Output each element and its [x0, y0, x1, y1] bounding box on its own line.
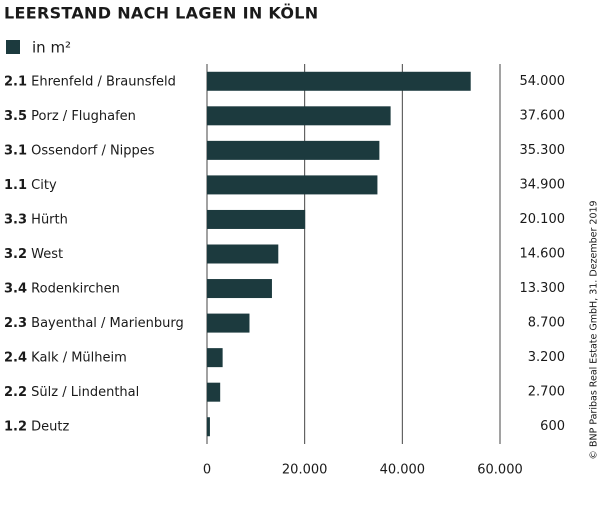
- value-label: 35.300: [520, 143, 566, 158]
- category-code: 3.5: [4, 108, 27, 123]
- category-name: Rodenkirchen: [31, 281, 120, 296]
- category-name: Hürth: [31, 212, 68, 227]
- value-label: 54.000: [520, 74, 566, 89]
- category-name: West: [31, 247, 63, 262]
- bar: [207, 382, 221, 402]
- y-tick-label: 3.4 Rodenkirchen: [4, 281, 120, 296]
- value-label: 13.300: [520, 281, 566, 296]
- value-label: 8.700: [528, 316, 565, 331]
- y-tick-label: 1.1 City: [4, 177, 57, 192]
- y-tick-label: 2.1 Ehrenfeld / Braunsfeld: [4, 74, 176, 89]
- category-code: 1.2: [4, 419, 27, 434]
- category-name: City: [31, 177, 57, 192]
- category-name: Ossendorf / Nippes: [31, 143, 155, 158]
- category-name: Bayenthal / Marienburg: [31, 316, 184, 331]
- y-tick-label: 3.2 West: [4, 247, 63, 262]
- category-code: 3.2: [4, 247, 27, 262]
- bar: [207, 140, 380, 160]
- x-tick-label: 20.000: [282, 463, 328, 478]
- category-name: Sülz / Lindenthal: [31, 385, 139, 400]
- legend-label: in m²: [32, 39, 71, 57]
- bar: [207, 175, 378, 195]
- category-name: Deutz: [31, 419, 69, 434]
- value-label: 34.900: [520, 177, 566, 192]
- value-label: 600: [540, 419, 565, 434]
- bar: [207, 279, 272, 299]
- category-code: 2.3: [4, 316, 27, 331]
- category-code: 3.1: [4, 143, 27, 158]
- value-label: 20.100: [520, 212, 566, 227]
- x-tick-label: 0: [203, 463, 211, 478]
- y-tick-label: 1.2 Deutz: [4, 419, 70, 434]
- x-tick-label: 40.000: [380, 463, 426, 478]
- value-label: 37.600: [520, 108, 566, 123]
- category-name: Ehrenfeld / Braunsfeld: [31, 74, 176, 89]
- y-tick-label: 2.4 Kalk / Mülheim: [4, 350, 127, 365]
- category-code: 2.1: [4, 74, 27, 89]
- category-name: Porz / Flughafen: [31, 108, 136, 123]
- x-tick-label: 60.000: [477, 463, 523, 478]
- category-code: 2.2: [4, 385, 27, 400]
- bar: [207, 348, 223, 368]
- bar: [207, 244, 279, 264]
- value-label: 14.600: [520, 247, 566, 262]
- bar: [207, 106, 391, 126]
- category-code: 3.4: [4, 281, 27, 296]
- value-label: 2.700: [528, 385, 565, 400]
- category-code: 2.4: [4, 350, 27, 365]
- bar: [207, 71, 471, 91]
- bar: [207, 209, 306, 229]
- bar: [207, 313, 250, 333]
- category-code: 3.3: [4, 212, 27, 227]
- y-tick-label: 3.3 Hürth: [4, 212, 68, 227]
- y-tick-label: 2.3 Bayenthal / Marienburg: [4, 316, 184, 331]
- y-tick-label: 3.1 Ossendorf / Nippes: [4, 143, 155, 158]
- source-note: © BNP Paribas Real Estate GmbH, 31. Deze…: [589, 200, 600, 459]
- category-name: Kalk / Mülheim: [31, 350, 127, 365]
- y-tick-label: 2.2 Sülz / Lindenthal: [4, 385, 139, 400]
- category-code: 1.1: [4, 177, 27, 192]
- y-tick-label: 3.5 Porz / Flughafen: [4, 108, 136, 123]
- bar: [207, 417, 210, 437]
- value-label: 3.200: [528, 350, 565, 365]
- chart-title: LEERSTAND NACH LAGEN IN KÖLN: [4, 4, 318, 23]
- legend-swatch: [6, 40, 20, 54]
